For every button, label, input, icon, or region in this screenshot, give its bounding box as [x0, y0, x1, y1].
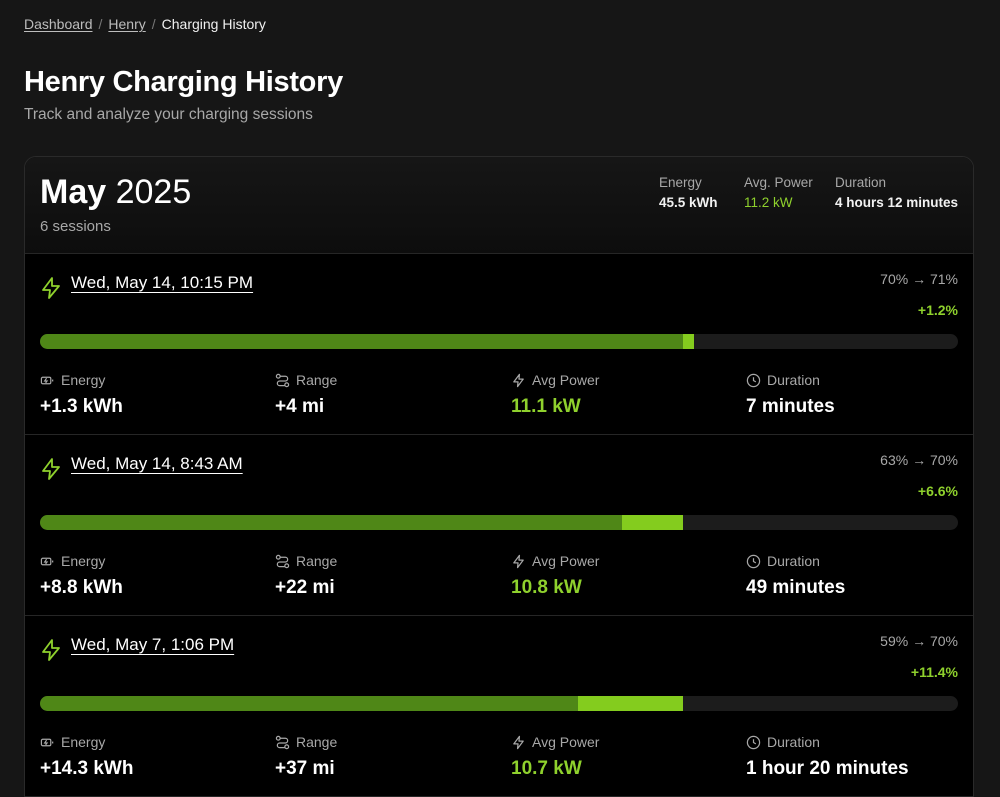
stat-duration: Duration 7 minutes — [746, 372, 835, 418]
stat-duration: Duration 49 minutes — [746, 553, 845, 599]
stat-energy-label: Energy — [61, 553, 106, 569]
clock-icon — [746, 735, 761, 749]
clock-icon — [746, 373, 761, 387]
breadcrumb-current: Charging History — [161, 16, 266, 32]
route-icon — [275, 735, 290, 749]
stat-range: Range +37 mi — [275, 734, 337, 780]
route-icon — [275, 554, 290, 568]
soc-delta: +1.2% — [917, 302, 958, 318]
clock-icon — [746, 554, 761, 568]
stat-duration-value: 7 minutes — [746, 396, 835, 417]
month-title: May 2025 — [40, 173, 191, 212]
session-row: Wed, May 14, 10:15 PM 70% → 71% +1.2% En… — [25, 254, 973, 435]
charge-progress-bar — [40, 515, 958, 530]
stat-duration-value: 49 minutes — [746, 577, 846, 598]
stat-energy-label: Energy — [61, 372, 106, 388]
stat-avg-power-value: 10.8 kW — [511, 577, 582, 598]
lightning-bolt-icon — [513, 373, 524, 387]
stat-duration-label: Duration — [767, 372, 820, 388]
breadcrumb-link-henry[interactable]: Henry — [108, 16, 146, 32]
charge-bar-added-level — [577, 696, 683, 711]
summary-duration-label: Duration — [835, 175, 887, 190]
session-date-link[interactable]: Wed, May 14, 10:15 PM — [71, 273, 254, 292]
session-row: Wed, May 14, 8:43 AM 63% → 70% +6.6% Ene… — [25, 435, 973, 616]
summary-energy-label: Energy — [659, 175, 702, 190]
month-year: 2025 — [115, 173, 192, 211]
summary-energy-value: 45.5 kWh — [659, 195, 718, 210]
month-card: May 2025 6 sessions Energy 45.5 kWh Avg.… — [24, 156, 974, 797]
stat-avg-power: Avg Power 11.1 kW — [511, 372, 599, 418]
stat-energy: Energy +1.3 kWh — [40, 372, 123, 418]
soc-delta: +6.6% — [917, 483, 958, 499]
stat-avg-power: Avg Power 10.8 kW — [511, 553, 599, 599]
charge-bar-start-level — [40, 515, 622, 530]
breadcrumb-separator: / — [98, 16, 103, 32]
soc-delta: +11.4% — [910, 664, 958, 680]
breadcrumb: Dashboard / Henry / Charging History — [24, 16, 266, 32]
stat-energy: Energy +14.3 kWh — [40, 734, 133, 780]
stat-avg-power-value: 10.7 kW — [511, 758, 582, 779]
summary-duration: Duration 4 hours 12 minutes — [835, 175, 958, 210]
stat-energy-label: Energy — [61, 734, 106, 750]
lightning-bolt-icon — [513, 735, 524, 749]
session-date-link[interactable]: Wed, May 14, 8:43 AM — [71, 454, 243, 473]
session-row: Wed, May 7, 1:06 PM 59% → 70% +11.4% Ene… — [25, 616, 973, 797]
stat-avg-power-label: Avg Power — [532, 372, 600, 388]
charge-bar-added-level — [682, 334, 694, 349]
battery-charging-icon — [40, 557, 54, 565]
summary-energy: Energy 45.5 kWh — [659, 175, 718, 210]
stat-range: Range +4 mi — [275, 372, 337, 418]
stat-duration-value: 1 hour 20 minutes — [746, 758, 909, 779]
stat-avg-power-label: Avg Power — [532, 734, 600, 750]
route-icon — [275, 373, 290, 387]
stat-duration-label: Duration — [767, 734, 820, 750]
stat-range-label: Range — [296, 372, 338, 388]
stat-avg-power: Avg Power 10.7 kW — [511, 734, 599, 780]
stat-range-label: Range — [296, 553, 338, 569]
stat-range-label: Range — [296, 734, 338, 750]
soc-range: 70% → 71% — [880, 271, 958, 287]
month-header: May 2025 6 sessions Energy 45.5 kWh Avg.… — [25, 157, 973, 254]
charge-progress-bar — [40, 696, 958, 711]
battery-charging-icon — [40, 376, 54, 384]
breadcrumb-separator: / — [151, 16, 156, 32]
stat-energy-value: +8.8 kWh — [40, 577, 123, 598]
stat-range-value: +37 mi — [275, 758, 335, 779]
stat-range-value: +22 mi — [275, 577, 335, 598]
page-subtitle: Track and analyze your charging sessions — [24, 106, 313, 123]
breadcrumb-link-dashboard[interactable]: Dashboard — [24, 16, 93, 32]
month-session-count: 6 sessions — [40, 218, 111, 235]
charge-bar-start-level — [40, 334, 683, 349]
stat-energy-value: +14.3 kWh — [40, 758, 134, 779]
lightning-bolt-icon — [42, 639, 60, 661]
battery-charging-icon — [40, 738, 54, 746]
page-title: Henry Charging History — [24, 66, 343, 98]
stat-avg-power-value: 11.1 kW — [511, 396, 581, 417]
soc-range: 59% → 70% — [880, 633, 958, 649]
charge-bar-added-level — [622, 515, 683, 530]
session-date-link[interactable]: Wed, May 7, 1:06 PM — [71, 635, 235, 654]
summary-duration-value: 4 hours 12 minutes — [835, 195, 959, 210]
stat-energy-value: +1.3 kWh — [40, 396, 123, 417]
soc-range: 63% → 70% — [880, 452, 958, 468]
summary-avg-power-label: Avg. Power — [744, 175, 813, 190]
charge-bar-start-level — [40, 696, 578, 711]
summary-avg-power: Avg. Power 11.2 kW — [744, 175, 813, 210]
summary-avg-power-value: 11.2 kW — [744, 195, 793, 210]
stat-duration-label: Duration — [767, 553, 820, 569]
stat-energy: Energy +8.8 kWh — [40, 553, 123, 599]
stat-range: Range +22 mi — [275, 553, 337, 599]
lightning-bolt-icon — [42, 458, 60, 480]
charge-progress-bar — [40, 334, 958, 349]
lightning-bolt-icon — [513, 554, 524, 568]
stat-duration: Duration 1 hour 20 minutes — [746, 734, 909, 780]
month-name: May — [40, 173, 107, 211]
stat-avg-power-label: Avg Power — [532, 553, 600, 569]
lightning-bolt-icon — [42, 277, 60, 299]
stat-range-value: +4 mi — [275, 396, 325, 417]
